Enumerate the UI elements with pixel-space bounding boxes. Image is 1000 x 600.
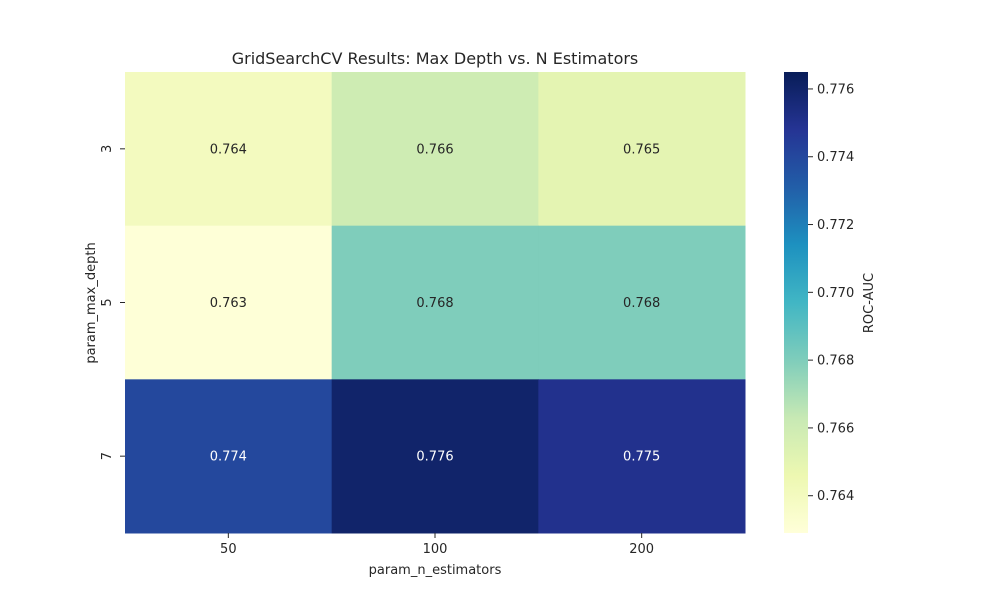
y-axis-label: param_max_depth [84,242,99,363]
heatmap-cell [331,225,539,380]
colorbar-tick-label: 0.774 [817,150,854,165]
cell-value-label: 0.775 [623,450,660,465]
cell-value-label: 0.774 [210,450,247,465]
y-tick-label: 7 [100,452,115,460]
chart-title: GridSearchCV Results: Max Depth vs. N Es… [232,49,639,68]
cell-value-label: 0.765 [623,142,660,157]
heatmap-cells: 0.764 0.766 0.765 0.763 0.768 0.768 0.774 0.776… [125,72,746,534]
heatmap-cell [538,225,746,380]
x-tick-label: 100 [423,542,448,557]
colorbar-label: ROC-AUC [862,273,877,333]
heatmap-cell [538,72,746,227]
colorbar-tick-label: 0.766 [817,421,854,436]
colorbar-ticks: 0.764 0.766 0.768 0.770 0.772 0.774 0.776 [808,82,854,504]
cell-value-label: 0.766 [416,142,453,157]
colorbar-tick-label: 0.772 [817,218,854,233]
cell-value-label: 0.768 [416,296,453,311]
heatmap-cell [125,379,333,534]
cell-value-label: 0.768 [623,296,660,311]
y-tick-label: 3 [100,145,115,153]
heatmap-cell [125,72,333,227]
cell-value-label: 0.763 [210,296,247,311]
cell-value-label: 0.776 [416,450,453,465]
colorbar-tick-label: 0.768 [817,354,854,369]
y-axis: 3 5 7 [100,145,125,460]
heatmap-cell [331,379,539,534]
heatmap-cell [538,379,746,534]
x-tick-label: 200 [629,542,654,557]
heatmap-cell [125,225,333,380]
x-tick-label: 50 [220,542,237,557]
cell-value-label: 0.764 [210,142,247,157]
y-tick-label: 5 [100,298,115,306]
colorbar-tick-label: 0.764 [817,489,854,504]
x-axis: 50 100 200 [220,533,654,557]
x-axis-label: param_n_estimators [369,563,502,578]
colorbar [784,72,808,533]
colorbar-tick-label: 0.776 [817,82,854,97]
heatmap-cell [331,72,539,227]
colorbar-tick-label: 0.770 [817,286,854,301]
